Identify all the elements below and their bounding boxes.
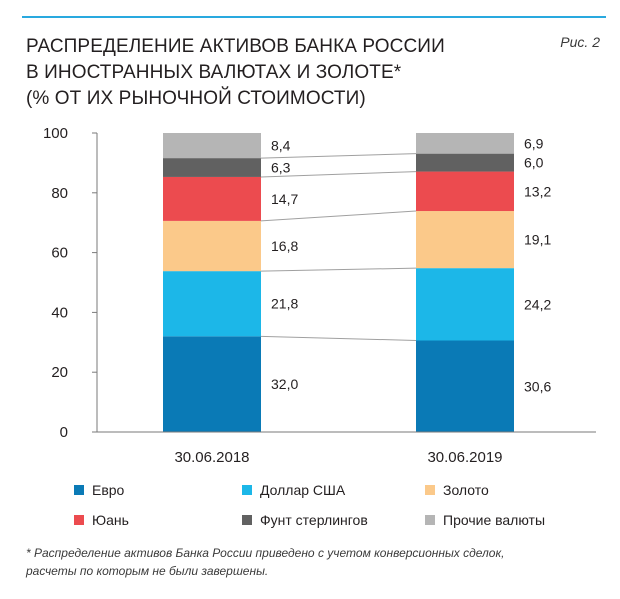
- connector-line-gold: [260, 210, 417, 222]
- legend-label-gold: Золото: [443, 482, 489, 498]
- y-tick-label-0: 0: [60, 424, 68, 441]
- data-label-gold-2: 19,1: [524, 232, 551, 248]
- bar-segment-usd-2: [416, 268, 514, 341]
- connector-line-gbp: [260, 153, 417, 159]
- stacked-bar-chart: 0 20 40 60 80 100 32,0 30,6 21,8 24,2 16,8 19,1 14,7…: [43, 125, 596, 466]
- chart-title-line-1: РАСПРЕДЕЛЕНИЕ АКТИВОВ БАНКА РОССИИ: [26, 36, 445, 57]
- legend-swatch-usd: [242, 485, 252, 495]
- y-tick-label-20: 20: [51, 364, 68, 381]
- bar-segment-other-2: [416, 133, 514, 154]
- top-rule: [22, 16, 606, 18]
- chart-title-line-2: В ИНОСТРАННЫХ ВАЛЮТАХ И ЗОЛОТЕ*: [26, 62, 402, 83]
- y-tick-label-40: 40: [51, 304, 68, 321]
- bar-segment-gold-2: [416, 211, 514, 269]
- legend-swatch-gold: [425, 485, 435, 495]
- data-label-yuan-2: 13,2: [524, 183, 551, 199]
- y-tick-label-100: 100: [43, 125, 68, 142]
- x-category-label-1: 30.06.2018: [174, 449, 249, 466]
- bar-segment-euro-1: [163, 336, 261, 432]
- data-label-yuan-1: 14,7: [271, 191, 298, 207]
- connector-line-euro: [260, 335, 417, 342]
- chart-title-line-3: (% ОТ ИХ РЫНОЧНОЙ СТОИМОСТИ): [26, 88, 366, 109]
- legend-item-usd: Доллар США: [242, 482, 345, 498]
- bar-segment-yuan-2: [416, 171, 514, 212]
- legend-swatch-gbp: [242, 515, 252, 525]
- connector-line-yuan: [260, 171, 417, 178]
- footnote: * Распределение активов Банка России при…: [26, 544, 606, 580]
- data-label-euro-2: 30,6: [524, 378, 551, 394]
- y-tick-label-60: 60: [51, 245, 68, 262]
- legend-item-other: Прочие валюты: [425, 512, 545, 528]
- bar-segment-gbp-1: [163, 158, 261, 177]
- bar-segment-other-1: [163, 133, 261, 159]
- data-label-other-1: 8,4: [271, 138, 291, 154]
- legend-item-yuan: Юань: [74, 512, 129, 528]
- legend-label-euro: Евро: [92, 482, 125, 498]
- data-label-gold-1: 16,8: [271, 238, 298, 254]
- legend-label-usd: Доллар США: [260, 482, 346, 498]
- legend-swatch-other: [425, 515, 435, 525]
- data-label-euro-1: 32,0: [271, 376, 298, 392]
- data-label-usd-2: 24,2: [524, 296, 551, 312]
- bar-segment-gold-1: [163, 220, 261, 272]
- bar-segment-yuan-1: [163, 176, 261, 221]
- connector-line-usd: [260, 267, 417, 272]
- x-category-label-2: 30.06.2019: [427, 449, 502, 466]
- legend-label-other: Прочие валюты: [443, 512, 546, 528]
- footnote-line-2: расчеты по которым не были завершены.: [26, 564, 269, 578]
- legend-item-gold: Золото: [425, 482, 489, 498]
- legend-swatch-euro: [74, 485, 84, 495]
- data-label-usd-1: 21,8: [271, 296, 298, 312]
- legend-label-gbp: Фунт стерлингов: [260, 512, 368, 528]
- y-tick-label-80: 80: [51, 185, 68, 202]
- legend-item-gbp: Фунт стерлингов: [242, 512, 368, 528]
- data-label-other-2: 6,9: [524, 135, 544, 151]
- bar-segment-usd-1: [163, 271, 261, 337]
- bar-segment-euro-2: [416, 340, 514, 432]
- bar-segment-gbp-2: [416, 153, 514, 172]
- data-label-gbp-2: 6,0: [524, 155, 544, 171]
- footnote-line-1: * Распределение активов Банка России при…: [26, 546, 505, 560]
- chart-title: РАСПРЕДЕЛЕНИЕ АКТИВОВ БАНКА РОССИИ В ИНО…: [26, 34, 506, 112]
- figure-label: Рис. 2: [560, 34, 600, 50]
- legend-item-euro: Евро: [74, 482, 124, 498]
- legend-swatch-yuan: [74, 515, 84, 525]
- legend-label-yuan: Юань: [92, 512, 129, 528]
- data-label-gbp-1: 6,3: [271, 160, 291, 176]
